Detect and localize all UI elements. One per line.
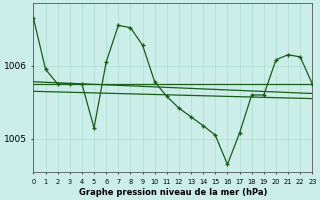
X-axis label: Graphe pression niveau de la mer (hPa): Graphe pression niveau de la mer (hPa): [79, 188, 267, 197]
